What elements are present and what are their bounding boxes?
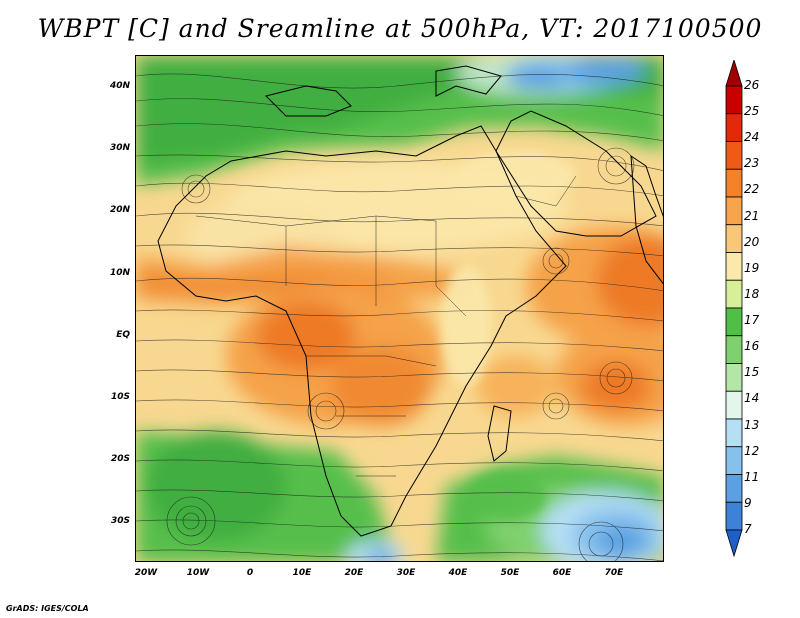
colorbar — [725, 60, 743, 558]
colorbar-label: 18 — [744, 286, 760, 301]
lat-label-20N: 20N — [109, 205, 130, 215]
streamlines — [136, 73, 663, 561]
colorbar-segment — [725, 168, 743, 198]
colorbar-label: 11 — [744, 469, 760, 484]
colorbar-label: 21 — [744, 208, 760, 223]
map-plot — [135, 55, 664, 562]
colorbar-label: 22 — [744, 182, 760, 197]
grads-credit: GrADS: IGES/COLA — [6, 604, 89, 613]
country-borders — [195, 175, 577, 477]
coastlines — [157, 65, 663, 537]
colorbar-segment — [725, 474, 743, 503]
colorbar-label: 19 — [744, 260, 760, 275]
colorbar-segment — [725, 141, 743, 170]
lon-label-70E: 70E — [604, 568, 624, 578]
lon-label-50E: 50E — [500, 568, 520, 578]
colorbar-segment — [725, 252, 743, 281]
colorbar-label: 24 — [744, 130, 760, 145]
colorbar-label: 15 — [744, 365, 760, 380]
lat-label-20S: 20S — [110, 454, 130, 464]
lat-label-EQ: EQ — [116, 330, 130, 340]
wbpt-field — [136, 56, 663, 561]
lon-label-20E: 20E — [344, 568, 364, 578]
colorbar-label: 25 — [744, 104, 760, 119]
colorbar-segment — [725, 85, 743, 115]
colorbar-label: 26 — [744, 78, 760, 92]
colorbar-label: 9 — [744, 495, 752, 510]
colorbar-label: 13 — [744, 417, 760, 432]
colorbar-segment — [725, 307, 743, 337]
lon-label-30E: 30E — [396, 568, 416, 578]
lon-label-10E: 10E — [292, 568, 312, 578]
colorbar-arrow-top — [725, 60, 743, 87]
lon-label-40E: 40E — [448, 568, 468, 578]
lon-label-10W: 10W — [186, 568, 210, 578]
lon-label-0: 0 — [246, 568, 254, 578]
lon-label-20W: 20W — [134, 568, 158, 578]
colorbar-segment — [725, 501, 743, 531]
colorbar-label: 7 — [744, 522, 752, 536]
colorbar-label: 16 — [744, 339, 760, 354]
colorbar-segment — [725, 446, 743, 475]
chart-title: WBPT [C] and Sreamline at 500hPa, VT: 20… — [37, 14, 763, 43]
lon-label-60E: 60E — [552, 568, 572, 578]
colorbar-label: 20 — [744, 234, 760, 249]
colorbar-segment — [725, 113, 743, 142]
colorbar-segment — [725, 363, 743, 392]
colorbar-label: 23 — [744, 156, 760, 171]
colorbar-arrow-bottom — [725, 529, 743, 558]
colorbar-label: 12 — [744, 443, 760, 458]
colorbar-segment — [725, 390, 743, 420]
lat-label-30S: 30S — [110, 516, 130, 526]
colorbar-segment — [725, 279, 743, 309]
lat-label-10S: 10S — [110, 392, 130, 402]
colorbar-segment — [725, 418, 743, 448]
colorbar-label: 14 — [744, 391, 760, 406]
colorbar-label: 17 — [744, 313, 760, 328]
lat-label-30N: 30N — [109, 143, 130, 153]
colorbar-segment — [725, 224, 743, 253]
lat-label-10N: 10N — [109, 268, 130, 278]
lat-label-40N: 40N — [109, 81, 130, 91]
colorbar-segment — [725, 196, 743, 226]
colorbar-segment — [725, 335, 743, 364]
